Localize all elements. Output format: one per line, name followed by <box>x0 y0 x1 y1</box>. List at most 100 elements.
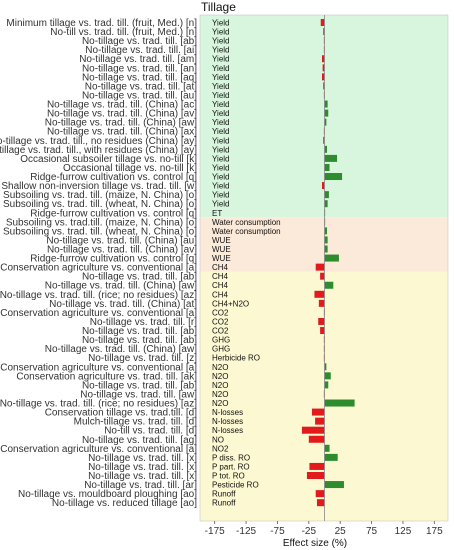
row-label: No-tillage vs. trad. till. [aq] <box>82 72 197 83</box>
row-label: Conservation agriculture vs. conventiona… <box>0 308 197 319</box>
bar <box>323 136 325 144</box>
row-label: Conservation agriculture vs. conventiona… <box>0 263 197 274</box>
bar <box>324 453 338 461</box>
bar <box>323 28 325 36</box>
indicator-label: CO2 <box>212 327 229 336</box>
row-label: No-tillage vs. trad. till., with residue… <box>0 145 197 156</box>
indicator-labels: YieldYieldYieldYieldYieldYieldYieldYield… <box>212 19 281 508</box>
row-label: No-tillage vs. trad. till. [x] <box>88 453 197 464</box>
indicator-label: Yield <box>212 154 230 163</box>
row-label: No-tillage vs. trad. till. [x] <box>88 471 197 482</box>
row-label: No-tillage vs. trad. till. (China) [aw] <box>45 281 197 292</box>
bar <box>324 227 328 235</box>
bar <box>306 472 325 479</box>
indicator-label: Yield <box>212 46 230 55</box>
indicator-label: N2O <box>212 372 228 381</box>
indicator-label: Yield <box>212 145 230 154</box>
indicator-label: Yield <box>212 127 230 136</box>
x-tick-label: -75 <box>270 526 285 537</box>
row-label: No-tillage vs. trad. till. [aw] <box>80 389 197 400</box>
bar <box>324 173 343 181</box>
row-label: No-tillage vs. mouldboard ploughing [ao] <box>18 489 197 500</box>
indicator-label: CH4 <box>212 281 229 290</box>
indicator-label: Yield <box>212 82 230 91</box>
indicator-label: Yield <box>212 136 230 145</box>
indicator-label: N2O <box>212 381 228 390</box>
indicator-label: Yield <box>212 73 230 82</box>
x-tick-label: -125 <box>236 526 256 537</box>
bar <box>316 499 325 507</box>
indicator-label: Yield <box>212 182 230 191</box>
bar <box>315 490 325 498</box>
indicator-label: N2O <box>212 390 228 399</box>
row-label: No-tillage vs. trad. till. (China) [ax] <box>47 127 197 138</box>
row-label: No-tillage vs. trad. till. (China) [at] <box>49 299 197 310</box>
indicator-label: ET <box>212 209 222 218</box>
indicator-label: N2O <box>212 399 228 408</box>
row-label: Conservation tillage vs. trad.till. [d] <box>45 408 198 419</box>
bar <box>318 299 325 307</box>
bar <box>324 381 329 389</box>
indicator-label: CH4 <box>212 290 229 299</box>
bar <box>324 254 339 262</box>
indicator-label: Herbicide RO <box>212 354 260 363</box>
x-tick-label: 25 <box>335 526 347 537</box>
row-label: Subsoiling vs. trad. till. (maize, N. Ch… <box>3 190 197 201</box>
bar <box>311 408 325 416</box>
bar <box>320 272 325 280</box>
indicator-label: Yield <box>212 118 230 127</box>
bar <box>315 417 325 425</box>
row-label: No-tillage vs. trad. till. (China) [aw] <box>45 344 197 355</box>
row-label: No-tillage vs. trad. till. (China) [av] <box>47 109 197 120</box>
indicator-label: WUE <box>212 245 231 254</box>
bar <box>324 281 334 289</box>
indicator-label: Yield <box>212 100 230 109</box>
row-label: No-tillage vs. trad. till. [z] <box>88 353 197 364</box>
row-label: No-tillage vs. trad. till. [x] <box>88 462 197 473</box>
row-label: Mulch-tillage vs. trad. till. [d] <box>74 417 198 428</box>
row-label: No-tillage vs. trad. till. [an] <box>82 63 197 74</box>
bar <box>308 435 325 443</box>
bar <box>324 118 327 126</box>
row-label: No-tillage vs. reduced tillage [ao] <box>52 498 197 509</box>
row-label: No-tillage vs. trad. till. (China) [aw] <box>45 118 197 129</box>
row-label: No-tillage vs. trad. till. (rice; no res… <box>0 290 197 301</box>
indicator-label: Yield <box>212 200 230 209</box>
bar <box>324 481 344 489</box>
indicator-label: WUE <box>212 236 231 245</box>
indicator-label: N2O <box>212 363 228 372</box>
indicator-label: Yield <box>212 91 230 100</box>
x-tick-label: -25 <box>302 526 317 537</box>
indicator-label: N-losses <box>212 417 243 426</box>
row-label: No-tillage vs. trad. till. [ab] <box>82 380 197 391</box>
indicator-label: CH4 <box>212 263 229 272</box>
bar <box>324 100 328 108</box>
indicator-label: Water consumption <box>212 227 281 236</box>
x-tick-label: 175 <box>426 526 443 537</box>
row-label: Conservation agriculture vs. trad. till.… <box>16 371 197 382</box>
indicator-label: Water consumption <box>212 218 281 227</box>
indicator-label: CO2 <box>212 308 229 317</box>
row-label: Occasional tillage vs. no-till [k] <box>63 163 197 174</box>
bar <box>324 145 328 153</box>
indicator-label: Runoff <box>212 499 236 508</box>
row-label: Ridge-furrow cultivation vs. control [q] <box>30 254 197 265</box>
indicator-label: P part. RO <box>212 462 250 471</box>
indicator-label: Yield <box>212 19 230 28</box>
row-label: No-tillage vs. trad. till., no residues … <box>0 136 197 147</box>
row-label: No-tillage vs. trad. till. [ag] <box>82 435 197 446</box>
indicator-label: Yield <box>212 28 230 37</box>
bar <box>324 444 330 452</box>
bar <box>324 154 338 162</box>
indicator-label: NO <box>212 435 224 444</box>
x-tick-label: -175 <box>205 526 225 537</box>
bar <box>324 236 328 244</box>
row-label: No-tillage vs. trad. till. [ab] <box>82 326 197 337</box>
x-axis-label: Effect size (%) <box>283 538 347 549</box>
indicator-label: WUE <box>212 254 231 263</box>
indicator-label: CH4+N2O <box>212 299 249 308</box>
bar <box>324 109 329 117</box>
row-label: Subsoiling vs. trad.till. (maize, N. Chi… <box>6 217 197 228</box>
bars <box>301 19 355 507</box>
